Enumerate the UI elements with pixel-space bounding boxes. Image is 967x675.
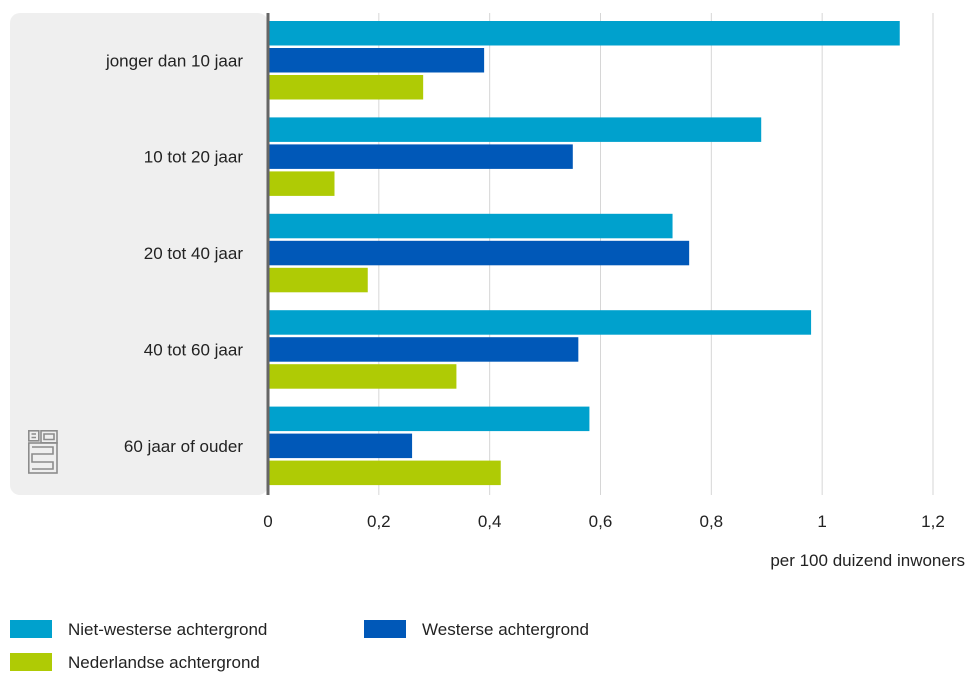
- legend-item-nederlandse: Nederlandse achtergrond: [10, 651, 260, 675]
- legend-swatch-nederlandse: [10, 653, 52, 672]
- x-tick-label: 0: [263, 512, 272, 531]
- x-axis-label: per 100 duizend inwoners: [770, 551, 965, 570]
- cbs-logo-icon: [28, 430, 58, 474]
- category-label: 60 jaar of ouder: [124, 437, 243, 456]
- bar-nederlandse-achtergrond-jonger-dan-10-jaar: [268, 75, 424, 100]
- x-tick-label: 0,8: [700, 512, 724, 531]
- legend-item-niet-westerse: Niet-westerse achtergrond: [10, 618, 267, 642]
- legend-swatch-niet-westerse: [10, 620, 52, 639]
- category-label: jonger dan 10 jaar: [105, 51, 243, 70]
- bar-westerse-achtergrond-60-jaar-of-ouder: [268, 433, 413, 459]
- legend-swatch-westerse: [364, 620, 406, 639]
- x-tick-labels: 0 0,2 0,4 0,6 0,8 1 1,2: [263, 512, 945, 531]
- category-label: 40 tot 60 jaar: [144, 340, 244, 359]
- legend-label-westerse: Westerse achtergrond: [422, 620, 589, 639]
- bar-niet-westerse-achtergrond-20-tot-40-jaar: [268, 213, 673, 239]
- legend-label-nederlandse: Nederlandse achtergrond: [68, 653, 260, 672]
- bar-westerse-achtergrond-10-tot-20-jaar: [268, 144, 573, 169]
- bar-niet-westerse-achtergrond-jonger-dan-10-jaar: [268, 21, 900, 46]
- x-tick-label: 0,6: [589, 512, 613, 531]
- bar-niet-westerse-achtergrond-60-jaar-of-ouder: [268, 406, 590, 432]
- bar-westerse-achtergrond-20-tot-40-jaar: [268, 240, 690, 266]
- legend-label-niet-westerse: Niet-westerse achtergrond: [68, 620, 268, 639]
- bar-chart: jonger dan 10 jaar 10 tot 20 jaar 20 tot 4…: [10, 13, 965, 570]
- category-label: 20 tot 40 jaar: [144, 244, 244, 263]
- x-tick-label: 1,2: [921, 512, 945, 531]
- legend-item-westerse: Westerse achtergrond: [364, 618, 589, 642]
- x-tick-label: 1: [817, 512, 826, 531]
- bar-westerse-achtergrond-40-tot-60-jaar: [268, 337, 579, 362]
- bar-nederlandse-achtergrond-20-tot-40-jaar: [268, 267, 368, 293]
- category-label: 10 tot 20 jaar: [144, 148, 244, 167]
- bar-nederlandse-achtergrond-60-jaar-of-ouder: [268, 460, 501, 486]
- bar-nederlandse-achtergrond-10-tot-20-jaar: [268, 171, 335, 196]
- bar-niet-westerse-achtergrond-40-tot-60-jaar: [268, 310, 812, 335]
- bar-nederlandse-achtergrond-40-tot-60-jaar: [268, 364, 457, 389]
- bars: [268, 21, 900, 486]
- category-panel-background: [10, 13, 268, 495]
- x-tick-label: 0,4: [478, 512, 502, 531]
- x-tick-label: 0,2: [367, 512, 391, 531]
- bar-niet-westerse-achtergrond-10-tot-20-jaar: [268, 117, 762, 142]
- bar-westerse-achtergrond-jonger-dan-10-jaar: [268, 48, 485, 73]
- category-labels: jonger dan 10 jaar 10 tot 20 jaar 20 tot 4…: [105, 51, 243, 456]
